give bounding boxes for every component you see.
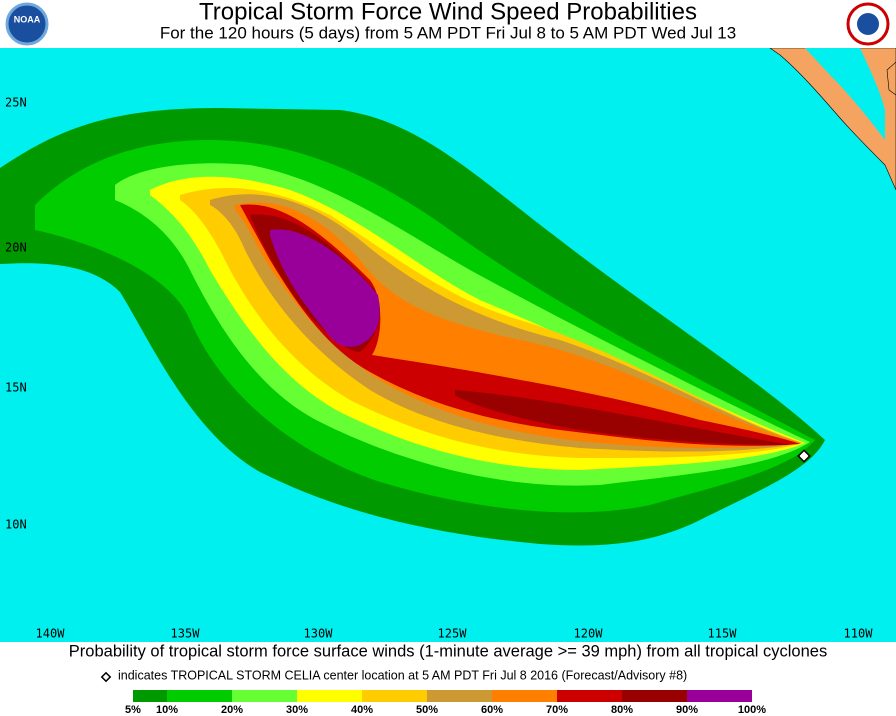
legend-label: 100% xyxy=(738,704,766,716)
legend: 5% 10% 20% 30% 40% 50% 60% 70% 80% 90% 100% xyxy=(125,690,766,716)
latitude-label: 25N xyxy=(5,96,27,110)
gulf xyxy=(805,48,885,140)
longitude-label: 120W xyxy=(574,627,604,641)
latitude-label: 15N xyxy=(5,381,27,395)
legend-label: 20% xyxy=(221,704,243,716)
legend-label: 90% xyxy=(676,704,698,716)
legend-label: 80% xyxy=(611,704,633,716)
legend-swatch xyxy=(167,690,232,702)
longitude-label: 110W xyxy=(844,627,874,641)
legend-swatch xyxy=(427,690,492,702)
legend-label: 50% xyxy=(416,704,438,716)
title: Tropical Storm Force Wind Speed Probabil… xyxy=(199,0,697,25)
legend-swatch xyxy=(362,690,427,702)
legend-swatch xyxy=(492,690,557,702)
longitude-label: 125W xyxy=(438,627,468,641)
legend-swatch xyxy=(687,690,752,702)
subtitle: For the 120 hours (5 days) from 5 AM PDT… xyxy=(160,23,736,42)
nws-logo-inner xyxy=(857,13,879,35)
caption: Probability of tropical storm force surf… xyxy=(69,642,827,660)
map: 25N 20N 15N 10N 140W 135W 130W 125W 120W… xyxy=(0,48,896,642)
legend-swatch xyxy=(622,690,687,702)
legend-label: 5% xyxy=(125,704,141,716)
storm-marker xyxy=(797,449,811,463)
longitude-label: 140W xyxy=(36,627,66,641)
longitude-label: 135W xyxy=(171,627,201,641)
legend-swatch xyxy=(232,690,297,702)
noaa-logo xyxy=(5,2,49,46)
contours xyxy=(0,108,825,546)
probability-contour xyxy=(270,229,380,347)
latitude-label: 20N xyxy=(5,241,27,255)
legend-label: 30% xyxy=(286,704,308,716)
legend-label: 10% xyxy=(156,704,178,716)
legend-swatch xyxy=(297,690,362,702)
latitude-label: 10N xyxy=(5,518,27,532)
legend-swatch xyxy=(557,690,622,702)
longitude-label: 115W xyxy=(708,627,738,641)
legend-label: 40% xyxy=(351,704,373,716)
legend-label: 70% xyxy=(546,704,568,716)
legend-label: 60% xyxy=(481,704,503,716)
longitude-label: 130W xyxy=(304,627,334,641)
marker-icon xyxy=(100,671,112,683)
logo-text: NOAA xyxy=(14,14,41,24)
legend-swatch xyxy=(133,690,167,702)
marker-note: indicates TROPICAL STORM CELIA center lo… xyxy=(118,668,687,682)
land xyxy=(886,61,896,96)
